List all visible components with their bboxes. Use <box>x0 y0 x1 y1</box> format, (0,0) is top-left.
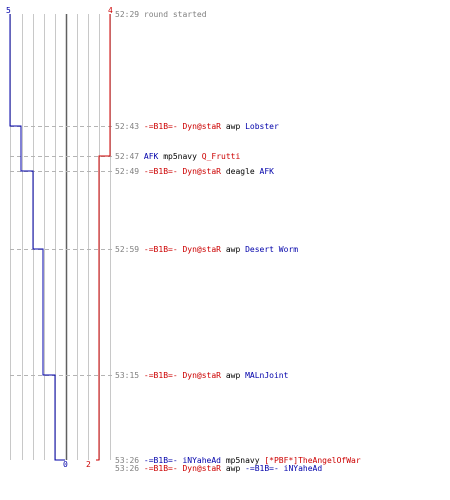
kill-feed-entry: 52:43 -=B1B=- Dyn@staR awp Lobster <box>115 122 279 132</box>
blue-team-end-count: 0 <box>63 460 68 469</box>
event-player-name: Q_Frutti <box>201 152 241 161</box>
event-weapon: awp <box>225 464 241 473</box>
event-weapon: mp5navy <box>163 152 197 161</box>
event-timestamp: 53:26 <box>115 456 140 465</box>
red-team-end-count: 2 <box>86 460 91 469</box>
event-player-name: AFK <box>259 167 274 176</box>
event-player-name: -=B1B=- Dyn@staR <box>143 122 221 131</box>
event-player-name: AFK <box>143 152 159 161</box>
event-timestamp: 52:47 <box>115 152 140 161</box>
event-timestamp: 52:49 <box>115 167 140 176</box>
event-player-name: -=B1B=- iNYaheAd <box>143 456 221 465</box>
red-team-start-count: 4 <box>108 6 113 15</box>
event-player-name: -=B1B=- Dyn@staR <box>143 464 221 473</box>
event-player-name: -=B1B=- Dyn@staR <box>143 371 221 380</box>
event-player-name: [*PBF*]TheAngelOfWar <box>264 456 361 465</box>
blue-team-step-line <box>9 14 65 461</box>
event-player-name: Desert Worm <box>245 245 299 254</box>
kill-feed-entry: 52:49 -=B1B=- Dyn@staR deagle AFK <box>115 167 274 177</box>
kill-feed-entry: 52:59 -=B1B=- Dyn@staR awp Desert Worm <box>115 245 298 255</box>
kill-feed-entry: 53:15 -=B1B=- Dyn@staR awp MALnJoint <box>115 371 288 381</box>
kill-feed-entry: 52:29 round started <box>115 10 207 20</box>
red-team-step-line <box>96 14 111 461</box>
event-timestamp: 52:29 <box>115 10 140 19</box>
kill-feed-entry: 53:26 -=B1B=- Dyn@staR awp -=B1B=- iNYah… <box>115 464 322 474</box>
event-weapon: mp5navy <box>225 456 260 465</box>
event-player-name: -=B1B=- iNYaheAd <box>245 464 323 473</box>
event-weapon: deagle <box>225 167 255 176</box>
event-player-name: -=B1B=- Dyn@staR <box>143 167 221 176</box>
event-weapon: awp <box>225 122 241 131</box>
event-weapon: awp <box>225 371 241 380</box>
blue-team-start-count: 5 <box>6 6 11 15</box>
event-timestamp: 52:59 <box>115 245 140 254</box>
event-player-name: Lobster <box>245 122 279 131</box>
kill-feed-entry: 52:47 AFK mp5navy Q_Frutti <box>115 152 240 162</box>
event-timestamp: 53:15 <box>115 371 140 380</box>
event-message: round started <box>143 10 207 19</box>
event-timestamp: 52:43 <box>115 122 140 131</box>
event-timestamp: 53:26 <box>115 464 140 473</box>
event-player-name: -=B1B=- Dyn@staR <box>143 245 221 254</box>
kill-feed-entry: 53:26 -=B1B=- iNYaheAd mp5navy [*PBF*]Th… <box>115 456 361 466</box>
event-player-name: MALnJoint <box>245 371 289 380</box>
event-weapon: awp <box>225 245 241 254</box>
